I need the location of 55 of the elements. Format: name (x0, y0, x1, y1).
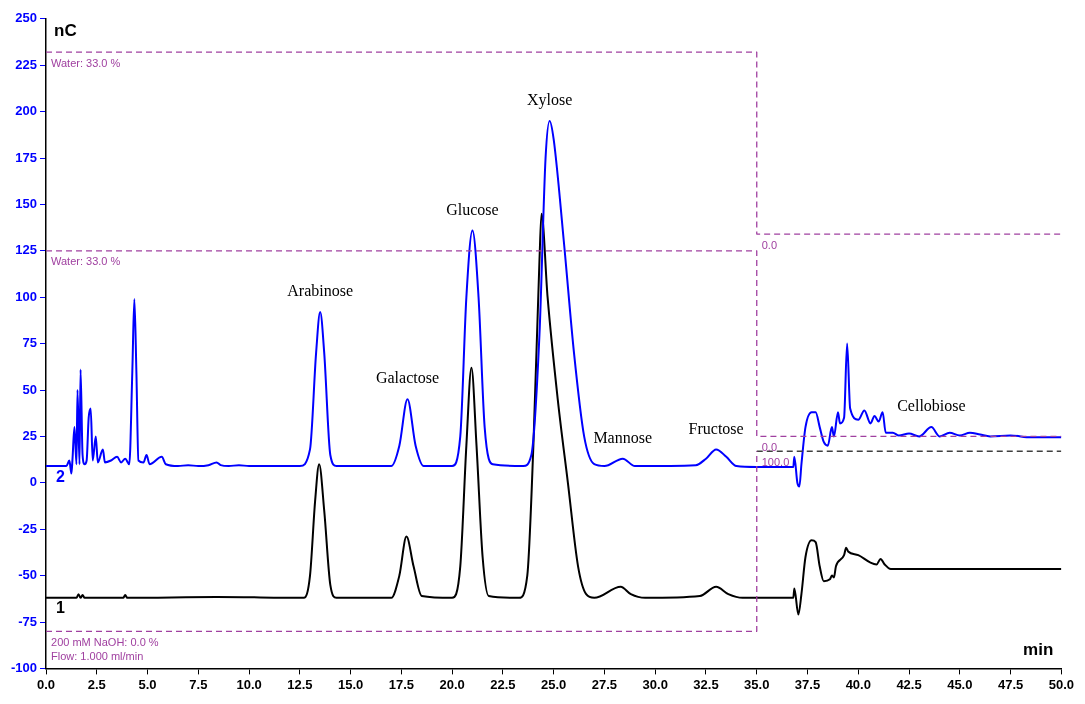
x-tick-label: 7.5 (189, 676, 208, 692)
y-tick-label: 150 (15, 195, 38, 211)
x-tick-label: 2.5 (87, 676, 106, 692)
annotation: 0.0 (761, 238, 778, 251)
annotation: Xylose (526, 91, 573, 110)
x-tick-label: 22.5 (490, 676, 516, 692)
annotation: Fructose (688, 419, 744, 437)
line-series (46, 119, 1062, 488)
annotation: Flow: 1.000 ml/min (51, 649, 144, 662)
y-tick-label: 0 (29, 474, 38, 490)
y-tick-label: -50 (18, 567, 38, 583)
x-tick-label: 25.0 (541, 676, 567, 692)
annotation: Galactose (375, 369, 440, 387)
annotation: 200 mM NaOH: 0.0 % (51, 635, 159, 648)
annotation: Cellobiose (897, 397, 966, 415)
annotation: Glucose (446, 200, 499, 218)
series-label: 1 (56, 599, 66, 617)
x-axis-title: min (1023, 639, 1054, 659)
y-tick-label: 75 (22, 335, 38, 351)
y-tick-label: -25 (18, 520, 38, 536)
y-tick-label: 200 (15, 103, 38, 119)
x-tick-label: 42.5 (896, 676, 922, 692)
x-tick-label: 35.0 (744, 676, 770, 692)
x-tick-label: 37.5 (794, 676, 821, 692)
x-tick-label: 50.0 (1048, 676, 1075, 692)
y-tick-label: 50 (22, 381, 38, 397)
y-tick-label: 125 (15, 242, 38, 258)
y-axis-title: nC (54, 20, 77, 40)
x-tick-label: 27.5 (591, 676, 618, 692)
x-tick-label: 32.5 (693, 676, 719, 692)
x-tick-label: 5.0 (138, 676, 157, 692)
x-tick-label: 0.0 (36, 676, 56, 692)
x-tick-label: 30.0 (642, 676, 668, 692)
x-tick-label: 10.0 (236, 676, 262, 692)
annotation: Water: 33.0 % (51, 255, 121, 268)
x-tick-label: 45.0 (947, 676, 973, 692)
annotation: Arabinose (287, 282, 354, 300)
y-tick-label: 100 (15, 288, 38, 304)
y-tick-label: 250 (15, 10, 38, 26)
x-tick-label: 20.0 (439, 676, 465, 692)
x-tick-label: 40.0 (845, 676, 871, 692)
annotation: 100.0 (761, 455, 790, 468)
x-tick-label: 47.5 (997, 676, 1024, 692)
y-tick-label: 175 (15, 149, 38, 165)
y-tick-label: 25 (22, 427, 38, 443)
annotation: 0.0 (761, 440, 778, 453)
x-tick-label: 12.5 (287, 676, 313, 692)
y-tick-label: -100 (10, 659, 38, 675)
x-tick-label: 15.0 (337, 676, 364, 692)
y-tick-label: 225 (15, 56, 38, 72)
annotation: Mannose (593, 428, 653, 446)
y-tick-label: -75 (18, 613, 38, 629)
x-tick-label: 17.5 (388, 676, 415, 692)
legend-label: 2 (56, 467, 66, 485)
annotation: Water: 33.0 % (51, 56, 121, 69)
